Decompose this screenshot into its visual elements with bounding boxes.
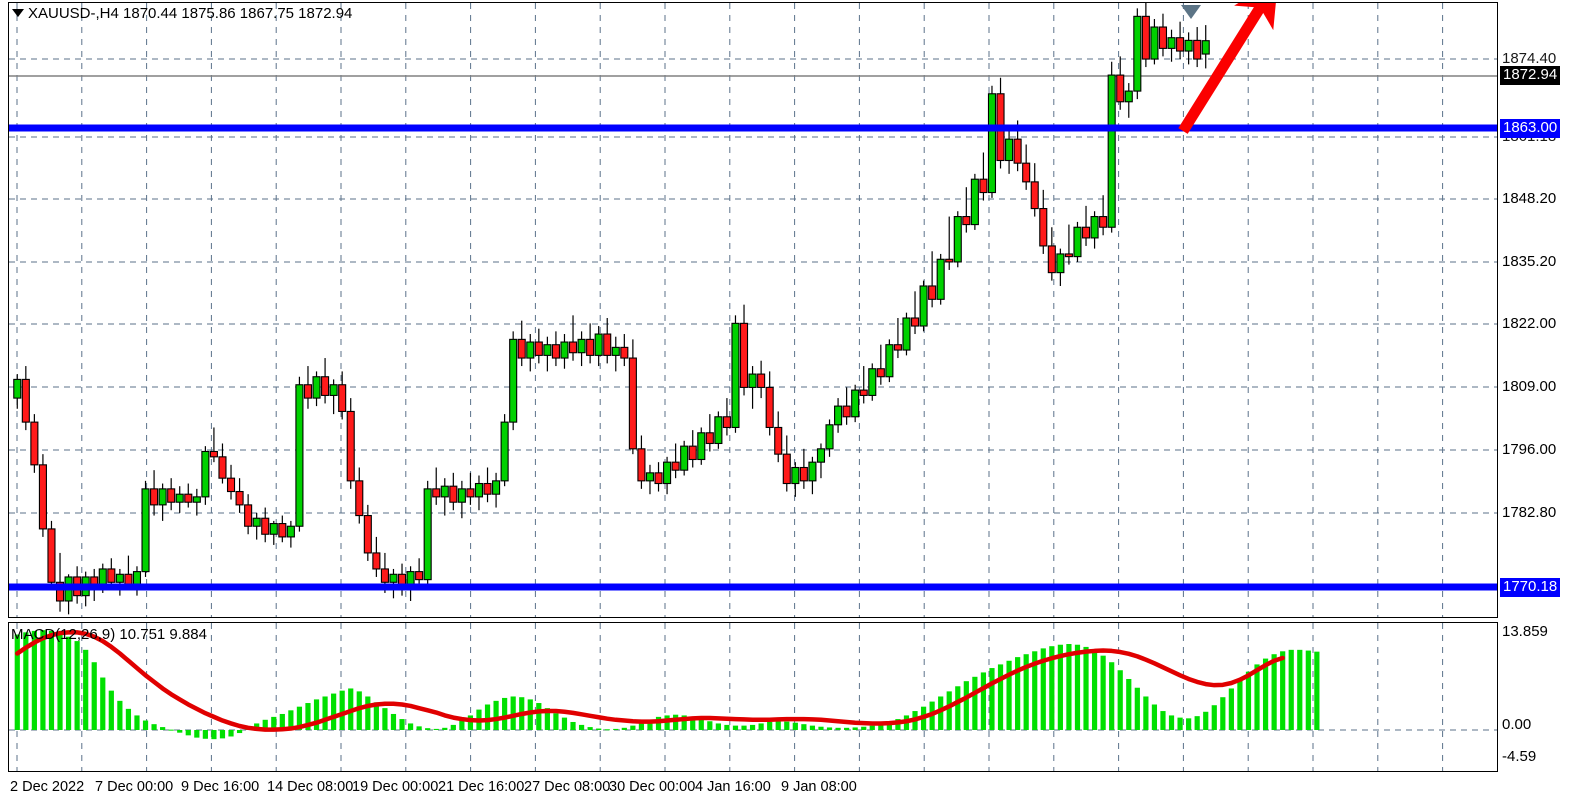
macd-title: MACD(12,26,9) 10.751 9.884 [11,626,207,643]
macd-axis-tick: 0.00 [1502,716,1532,733]
price-axis-tick: 1848.20 [1502,190,1557,207]
chart-title: XAUUSD-,H4 1870.44 1875.86 1867.75 1872.… [28,5,353,22]
price-axis[interactable]: 1874.401861.181848.201835.201822.001809.… [1498,2,1579,618]
price-chart-svg [9,3,1497,617]
price-axis-tick: 1809.00 [1502,378,1557,395]
price-axis-tick: 1822.00 [1502,315,1557,332]
time-axis-tick: 2 Dec 2022 [10,779,85,795]
price-axis-tick: 1796.00 [1502,441,1557,458]
price-plot-area[interactable] [9,3,1497,617]
macd-indicator-panel[interactable] [8,622,1498,772]
price-level-badge[interactable]: 1863.00 [1500,119,1561,138]
price-axis-tick: 1835.20 [1502,253,1557,270]
time-axis-tick: 9 Jan 08:00 [781,779,857,795]
time-axis-tick: 9 Dec 16:00 [181,779,260,795]
time-axis-tick: 19 Dec 00:00 [352,779,439,795]
macd-axis-tick: -4.59 [1502,748,1537,765]
macd-plot-area[interactable] [9,623,1497,771]
time-axis-tick: 27 Dec 08:00 [524,779,611,795]
price-level-badge[interactable]: 1770.18 [1500,578,1561,597]
macd-chart-svg [9,623,1497,771]
price-chart-panel[interactable] [8,2,1498,618]
macd-axis[interactable]: 13.859 0.00 -4.59 [1498,622,1579,772]
time-axis-tick: 30 Dec 00:00 [609,779,696,795]
time-axis-tick: 7 Dec 00:00 [95,779,174,795]
time-axis-tick: 14 Dec 08:00 [267,779,354,795]
time-axis[interactable]: 2 Dec 2022 7 Dec 00:00 9 Dec 16:00 14 Dec 0… [8,776,1579,800]
triangle-down-icon[interactable] [12,9,24,17]
time-axis-tick: 4 Jan 16:00 [695,779,771,795]
price-axis-tick: 1782.80 [1502,504,1557,521]
time-axis-tick: 21 Dec 16:00 [438,779,525,795]
current-price-badge: 1872.94 [1500,66,1561,85]
price-axis-tick: 1874.40 [1502,50,1557,67]
macd-axis-tick: 13.859 [1502,623,1548,640]
